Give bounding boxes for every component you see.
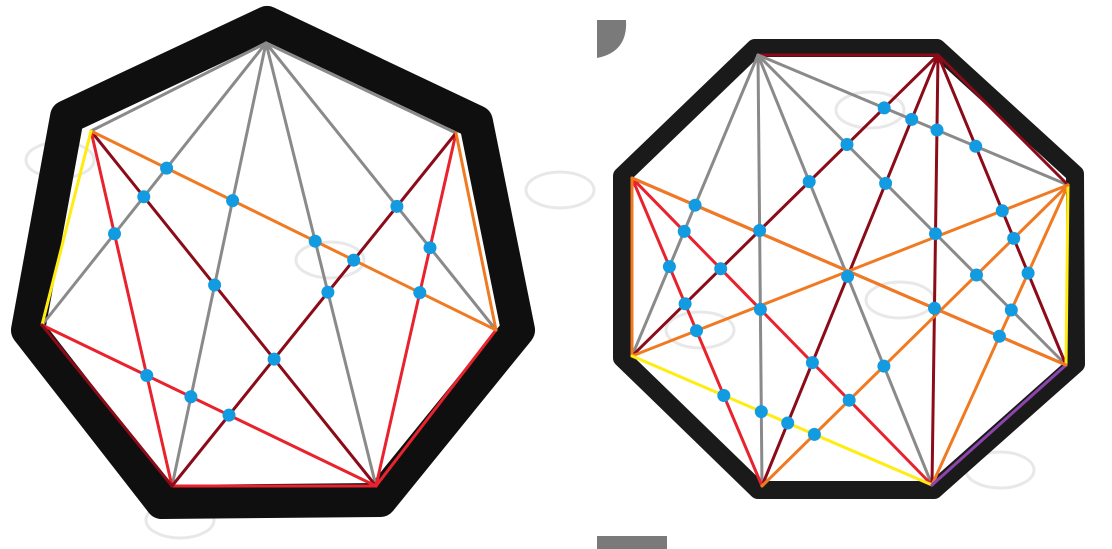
- octagon-intersection-dot: [930, 123, 944, 137]
- heptagon-intersection-dot: [321, 285, 335, 299]
- heptagon-intersection-dot: [137, 190, 151, 204]
- heptagon-intersection-dot: [160, 161, 174, 175]
- heptagon-intersection-dot: [184, 390, 198, 404]
- heptagon-edge-2-5: [170, 131, 458, 488]
- octagon-intersection-dot: [714, 262, 728, 276]
- heptagon-edge-0-3: [40, 41, 268, 327]
- watermark-mark-1: [294, 240, 366, 280]
- heptagon-edge-3-5: [40, 323, 174, 488]
- octagon-intersection-dot: [879, 176, 893, 190]
- octagon-intersection-dot: [842, 393, 856, 407]
- octagon-edge-1-4: [630, 53, 940, 358]
- heptagon-edge-1-6: [89, 129, 378, 488]
- octagon-intersection-dot: [877, 101, 891, 115]
- heptagon-edge-0-2: [264, 41, 458, 135]
- heptagon-intersection-dot: [108, 227, 121, 241]
- octagon-intersection-dot: [928, 301, 941, 315]
- heptagon-frame: [11, 6, 535, 519]
- heptagon-intersection-dot: [226, 194, 240, 208]
- octagon-edge-1-7: [930, 53, 940, 487]
- corner-marks: [597, 20, 667, 549]
- octagon-intersection-dot: [1007, 231, 1021, 245]
- heptagon-intersection-dot: [267, 352, 281, 366]
- heptagon-intersection-dot: [208, 278, 222, 292]
- octagon-intersection-dot: [905, 112, 919, 126]
- heptagon-edge-2-4: [454, 131, 498, 332]
- octagon-edge-7-5: [930, 363, 1068, 487]
- heptagon-edge-4-6: [374, 328, 498, 488]
- heptagon-edge-3-6: [40, 323, 378, 488]
- heptagon-edge-1-4: [89, 129, 498, 332]
- octagon-intersection-dot: [717, 389, 731, 402]
- octagon-intersection-dot: [753, 302, 767, 316]
- octagon-intersection-dot: [877, 359, 891, 373]
- heptagon-edge-0-1: [89, 41, 268, 133]
- heptagon-edge-0-4: [264, 41, 498, 332]
- heptagon-edge-1-5: [89, 129, 174, 488]
- octagon-intersection-dot: [690, 324, 703, 338]
- octagon-intersection-dot: [995, 204, 1009, 218]
- heptagon-diagram: [11, 6, 535, 519]
- corner-bar-bottom: [597, 536, 667, 549]
- heptagon-intersection-dot: [423, 241, 437, 255]
- corner-logo-top: [597, 20, 627, 58]
- octagon-intersection-dot: [807, 427, 821, 441]
- watermark-mark-4: [864, 280, 936, 320]
- heptagon-edge-0-6: [264, 41, 378, 488]
- watermark-mark-3: [834, 90, 906, 130]
- heptagon-intersection-dot: [308, 234, 322, 248]
- heptagon-intersection-dot: [347, 253, 361, 267]
- octagon-intersection-dot: [781, 416, 795, 430]
- octagon-intersection-dot: [678, 297, 692, 311]
- octagon-intersection-dot: [929, 227, 942, 241]
- octagon-intersection-dot: [970, 268, 983, 282]
- heptagon-intersection-dot: [413, 286, 427, 300]
- octagon-intersection-dot: [841, 269, 855, 283]
- octagon-intersection-dot: [969, 139, 983, 153]
- octagon-frame: [613, 39, 1085, 499]
- heptagon-edge-2-6: [374, 131, 458, 488]
- heptagon-intersection-dot: [222, 408, 236, 422]
- heptagon-edge-0-5: [170, 41, 268, 488]
- octagon-intersection-dot: [677, 224, 691, 238]
- octagon-intersection-dot: [805, 356, 819, 370]
- octagon-diagram: [613, 39, 1085, 499]
- octagon-edge-3-5: [1064, 183, 1070, 367]
- octagon-intersection-dot: [1004, 303, 1018, 317]
- octagon-edge-0-5: [756, 53, 1068, 367]
- octagon-intersection-dot: [754, 405, 768, 419]
- octagon-intersection-dot: [802, 175, 816, 189]
- octagon-edge-1-3: [936, 53, 1070, 187]
- watermark-mark-2: [524, 170, 596, 210]
- heptagon-intersection-dot: [390, 199, 404, 213]
- heptagon-intersection-dot: [140, 369, 154, 382]
- octagon-intersection-dot: [1021, 266, 1035, 280]
- octagon-edge-0-6: [756, 53, 764, 488]
- watermark-mark-5: [664, 310, 736, 350]
- octagon-intersection-dot: [662, 260, 676, 274]
- heptagon-edge-1-3: [40, 129, 93, 327]
- octagon-intersection-dot: [688, 198, 702, 212]
- octagon-intersection-dot: [840, 138, 854, 151]
- octagon-intersection-dot: [992, 329, 1006, 343]
- octagon-intersection-dot: [753, 224, 767, 237]
